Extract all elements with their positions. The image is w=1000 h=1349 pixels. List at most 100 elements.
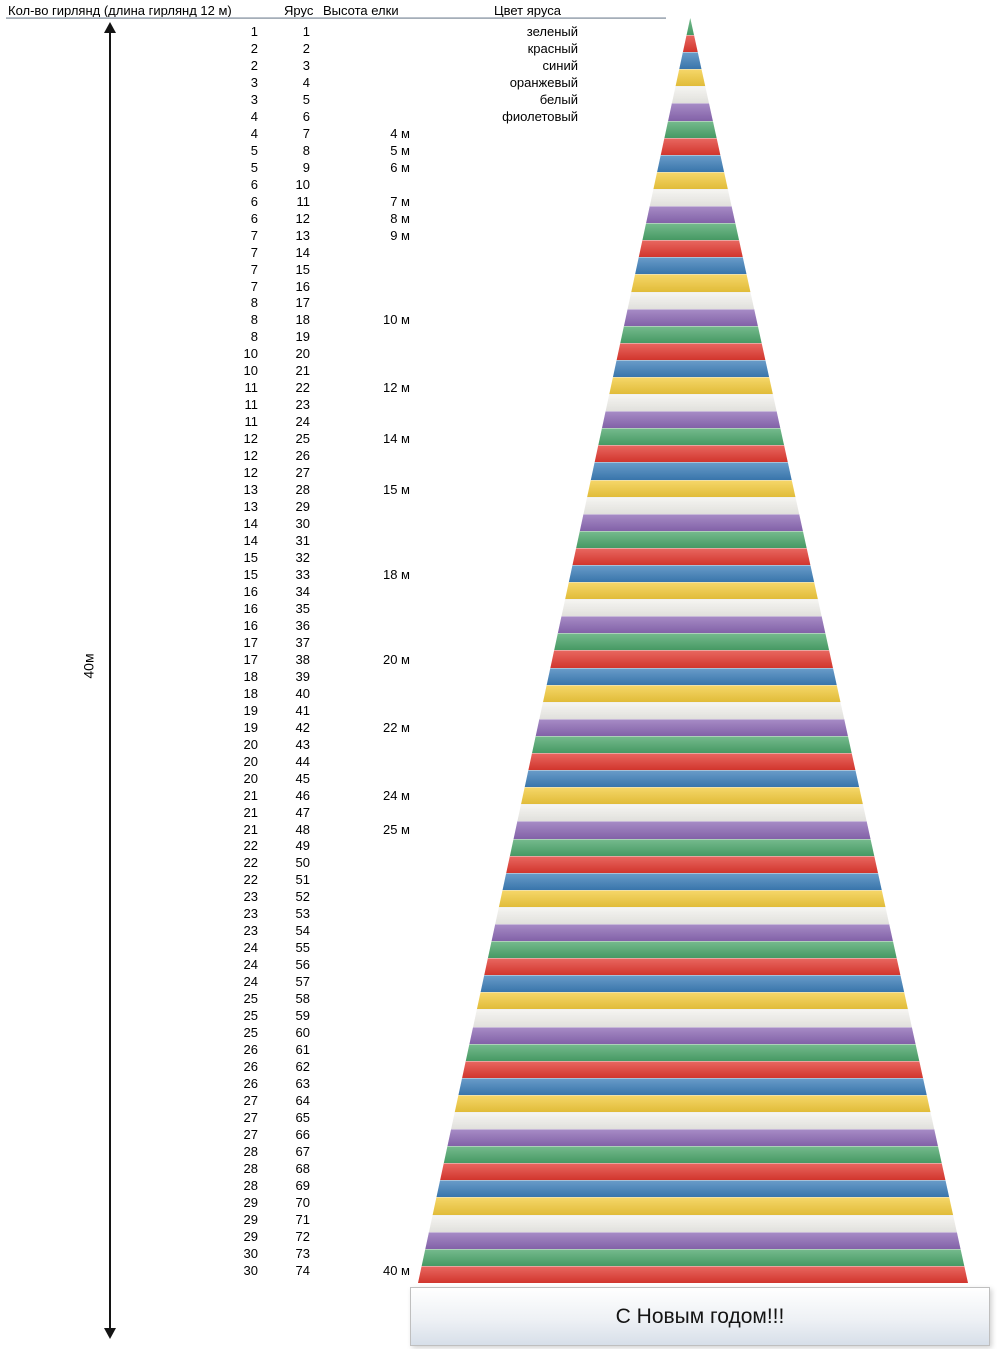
table-row: 29 71 — [0, 1211, 578, 1228]
garlands-count: 12 — [243, 448, 258, 464]
tier-number: 29 — [295, 499, 310, 515]
tier-number: 46 — [295, 787, 310, 803]
tree-tier-stripe — [418, 872, 968, 890]
tree-tier-stripe — [418, 1026, 968, 1044]
tier-number: 68 — [295, 1160, 310, 1176]
tree-tier-stripe — [418, 1060, 968, 1078]
garlands-count: 6 — [250, 193, 258, 209]
table-row: 7 15 — [0, 261, 578, 278]
tree-height-label: 24 м — [382, 787, 410, 803]
garlands-count: 10 — [243, 363, 258, 379]
tier-number: 43 — [295, 736, 310, 752]
garlands-count: 8 — [250, 295, 258, 311]
tier-number: 35 — [295, 600, 310, 616]
garlands-count: 28 — [243, 1143, 258, 1159]
table-row: 21 46 24 м — [0, 787, 578, 804]
table-row: 14 31 — [0, 532, 578, 549]
garlands-count: 1 — [250, 23, 258, 39]
tier-number: 15 — [295, 261, 310, 277]
tree-tier-stripe — [418, 1265, 968, 1283]
garlands-count: 7 — [250, 244, 258, 260]
garlands-count: 2 — [250, 40, 258, 56]
table-row: 13 29 — [0, 498, 578, 515]
tier-number: 61 — [295, 1042, 310, 1058]
tree-height-label: 10 м — [382, 312, 410, 328]
tier-number: 40 — [295, 685, 310, 701]
column-header-color: Цвет яруса — [494, 3, 561, 18]
table-row: 18 40 — [0, 685, 578, 702]
table-row: 22 51 — [0, 871, 578, 888]
tree-tier-stripe — [418, 804, 968, 822]
garlands-count: 8 — [250, 329, 258, 345]
table-row: 28 68 — [0, 1160, 578, 1177]
garlands-count: 19 — [243, 702, 258, 718]
tier-number: 14 — [295, 244, 310, 260]
tier-number: 4 — [302, 74, 310, 90]
tree-tier-stripe — [418, 923, 968, 942]
table-row: 12 25 14 м — [0, 430, 578, 447]
tier-number: 44 — [295, 753, 310, 769]
tier-number: 54 — [295, 923, 310, 939]
tree-tier-stripe — [418, 1129, 968, 1147]
tier-number: 49 — [295, 838, 310, 854]
table-row: 7 14 — [0, 244, 578, 261]
tier-number: 1 — [302, 23, 310, 39]
table-row: 25 60 — [0, 1024, 578, 1041]
garlands-count: 15 — [243, 566, 258, 582]
table-row: 11 23 — [0, 396, 578, 413]
garlands-count: 27 — [243, 1126, 258, 1142]
tier-number: 39 — [295, 668, 310, 684]
table-row: 26 62 — [0, 1058, 578, 1075]
garlands-count: 11 — [244, 397, 259, 413]
garlands-count: 15 — [243, 550, 258, 566]
tree-tier-stripe — [418, 701, 968, 719]
header-underline — [6, 17, 666, 19]
column-header-tier: Ярус — [284, 3, 314, 18]
tree-height-label: 12 м — [382, 380, 410, 396]
garlands-count: 17 — [243, 634, 258, 650]
tree-tier-stripe — [418, 770, 968, 788]
tier-color-label: фиолетовый — [502, 108, 578, 124]
table-row: 20 43 — [0, 736, 578, 753]
table-row: 21 48 25 м — [0, 821, 578, 838]
tier-number: 7 — [302, 125, 310, 141]
table-row: 23 54 — [0, 922, 578, 939]
table-row: 7 13 9 м — [0, 227, 578, 244]
tree-tier-stripe — [418, 718, 968, 736]
table-row: 15 33 18 м — [0, 566, 578, 583]
garlands-count: 16 — [243, 600, 258, 616]
tree-tier-stripe — [418, 735, 968, 754]
tree-tier-stripe — [418, 1214, 968, 1232]
table-row: 5 9 6 м — [0, 159, 578, 176]
tier-number: 67 — [295, 1143, 310, 1159]
garlands-count: 10 — [243, 346, 258, 362]
tier-number: 53 — [295, 906, 310, 922]
tree-tier-stripe — [418, 684, 968, 702]
tier-number: 71 — [295, 1211, 310, 1227]
tree-height-label: 6 м — [390, 159, 410, 175]
tree-tier-stripe — [418, 958, 968, 976]
table-row: 25 59 — [0, 1007, 578, 1024]
tier-number: 25 — [295, 431, 310, 447]
garlands-count: 5 — [250, 142, 258, 158]
tier-number: 12 — [295, 210, 310, 226]
table-row: 24 57 — [0, 973, 578, 990]
table-row: 27 66 — [0, 1126, 578, 1143]
tier-number: 47 — [295, 804, 310, 820]
garlands-count: 27 — [243, 1109, 258, 1125]
tier-number: 36 — [295, 617, 310, 633]
tier-number: 74 — [295, 1262, 310, 1278]
table-row: 1 1 зеленый — [0, 23, 578, 40]
garlands-count: 24 — [243, 957, 258, 973]
table-row: 30 73 — [0, 1245, 578, 1262]
garlands-count: 21 — [243, 804, 258, 820]
tier-number: 48 — [295, 821, 310, 837]
table-row: 21 47 — [0, 804, 578, 821]
garlands-count: 23 — [243, 906, 258, 922]
table-row: 15 32 — [0, 549, 578, 566]
table-row: 20 44 — [0, 753, 578, 770]
table-row: 16 36 — [0, 617, 578, 634]
garlands-count: 13 — [243, 499, 258, 515]
tier-number: 42 — [295, 719, 310, 735]
tree-tier-stripe — [418, 1197, 968, 1215]
